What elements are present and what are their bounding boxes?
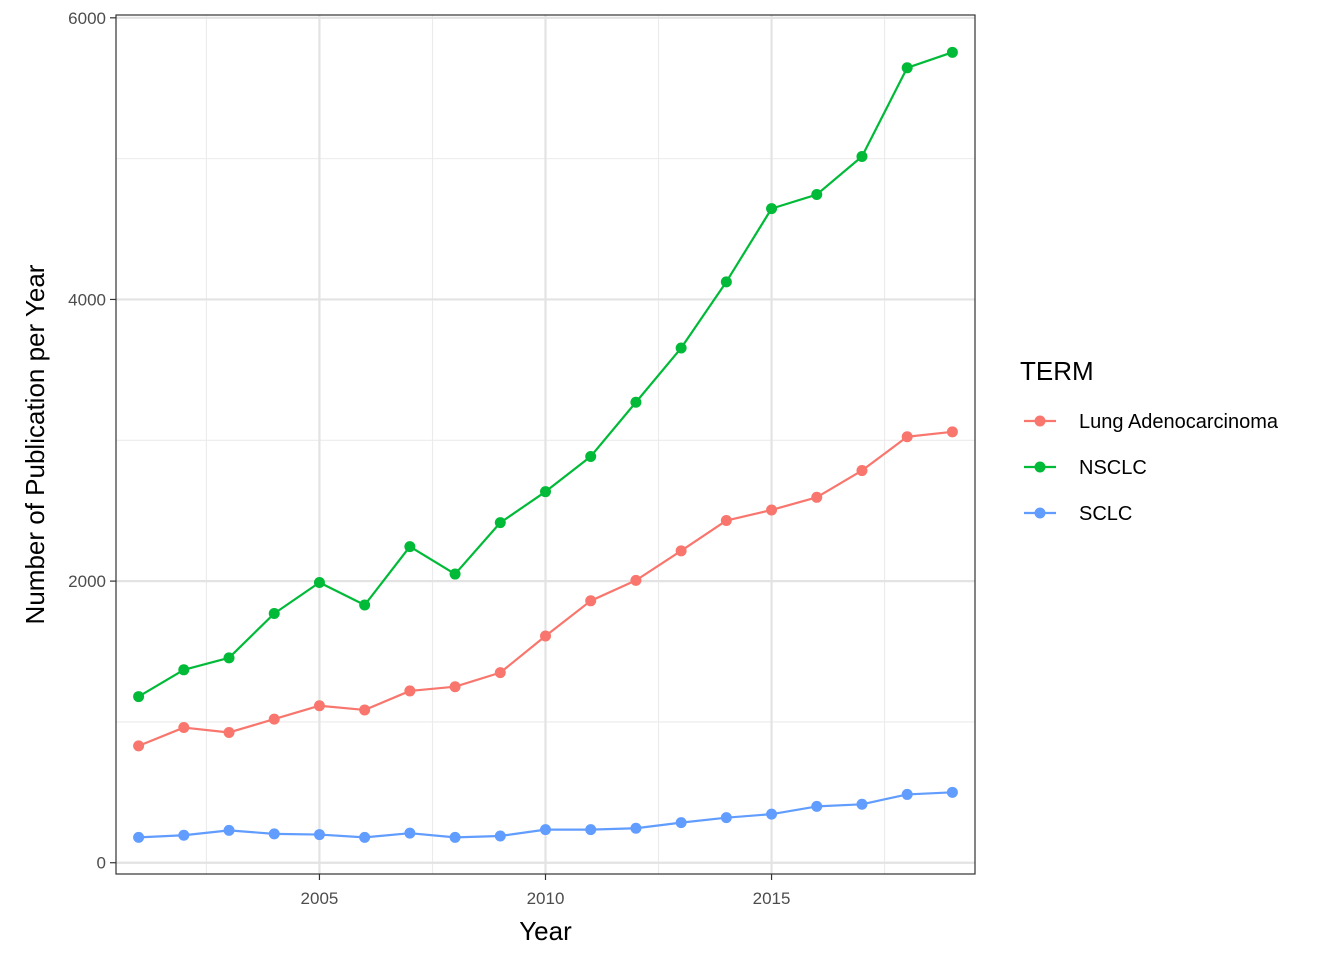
legend-title: TERM <box>1020 356 1094 386</box>
data-point-lung-adenocarcinoma <box>313 700 325 712</box>
legend-key-point-nsclc <box>1034 461 1046 473</box>
data-point-nsclc <box>585 450 597 462</box>
data-point-nsclc <box>811 189 823 201</box>
data-point-nsclc <box>494 517 506 529</box>
data-point-nsclc <box>766 203 778 215</box>
data-point-lung-adenocarcinoma <box>404 685 416 697</box>
data-point-sclc <box>404 827 416 839</box>
data-point-nsclc <box>856 151 868 163</box>
data-point-sclc <box>946 786 958 798</box>
legend-label-sclc: SCLC <box>1079 503 1132 525</box>
data-point-lung-adenocarcinoma <box>811 491 823 503</box>
data-point-lung-adenocarcinoma <box>630 574 642 586</box>
data-point-sclc <box>811 800 823 812</box>
data-point-lung-adenocarcinoma <box>766 504 778 516</box>
data-point-nsclc <box>178 664 190 676</box>
data-point-nsclc <box>223 652 235 664</box>
data-point-nsclc <box>720 276 732 288</box>
legend-label-lung-adenocarcinoma: Lung Adenocarcinoma <box>1079 411 1279 433</box>
x-tick-label: 2005 <box>301 889 339 908</box>
data-point-sclc <box>449 831 461 843</box>
x-tick-label: 2015 <box>753 889 791 908</box>
data-point-nsclc <box>133 691 145 703</box>
data-point-sclc <box>133 831 145 843</box>
data-point-lung-adenocarcinoma <box>133 740 145 752</box>
y-tick-label: 6000 <box>68 9 106 28</box>
data-point-lung-adenocarcinoma <box>449 681 461 693</box>
data-point-sclc <box>675 817 687 829</box>
x-axis-title: Year <box>519 916 572 946</box>
data-point-nsclc <box>630 396 642 408</box>
legend-key-point-lung-adenocarcinoma <box>1034 415 1046 427</box>
data-point-lung-adenocarcinoma <box>359 704 371 716</box>
data-point-nsclc <box>449 568 461 580</box>
data-point-lung-adenocarcinoma <box>856 465 868 477</box>
data-point-nsclc <box>675 342 687 354</box>
data-point-nsclc <box>268 607 280 619</box>
data-point-nsclc <box>313 577 325 589</box>
data-point-lung-adenocarcinoma <box>494 667 506 679</box>
data-point-lung-adenocarcinoma <box>946 426 958 438</box>
y-tick-label: 0 <box>97 854 106 873</box>
data-point-sclc <box>540 824 551 836</box>
legend: TERM Lung Adenocarcinoma NSCLC SCLC <box>1020 356 1279 525</box>
data-point-sclc <box>585 824 597 836</box>
data-point-sclc <box>178 829 190 841</box>
legend-key-point-sclc <box>1034 507 1046 519</box>
y-axis-title: Number of Publication per Year <box>20 264 50 624</box>
data-point-sclc <box>766 808 778 820</box>
data-point-nsclc <box>359 599 371 611</box>
y-tick-label: 4000 <box>68 290 106 309</box>
legend-label-nsclc: NSCLC <box>1079 457 1147 479</box>
data-point-lung-adenocarcinoma <box>178 722 190 734</box>
data-point-lung-adenocarcinoma <box>901 431 913 443</box>
data-point-sclc <box>630 822 642 834</box>
data-point-sclc <box>313 829 325 841</box>
data-point-sclc <box>359 831 371 843</box>
data-point-lung-adenocarcinoma <box>268 713 280 725</box>
data-point-lung-adenocarcinoma <box>540 630 551 642</box>
data-point-nsclc <box>946 46 958 58</box>
data-point-nsclc <box>404 541 416 553</box>
data-point-nsclc <box>901 62 913 74</box>
data-point-sclc <box>223 824 235 836</box>
data-point-lung-adenocarcinoma <box>585 595 597 607</box>
data-point-lung-adenocarcinoma <box>675 545 687 557</box>
data-point-sclc <box>494 830 506 842</box>
data-point-lung-adenocarcinoma <box>223 726 235 738</box>
data-point-sclc <box>856 798 868 810</box>
data-point-sclc <box>268 828 280 840</box>
x-tick-label: 2010 <box>527 889 565 908</box>
y-tick-label: 2000 <box>68 572 106 591</box>
data-point-nsclc <box>540 486 551 498</box>
data-point-sclc <box>720 812 732 824</box>
data-point-sclc <box>901 788 913 800</box>
data-point-lung-adenocarcinoma <box>720 515 732 527</box>
